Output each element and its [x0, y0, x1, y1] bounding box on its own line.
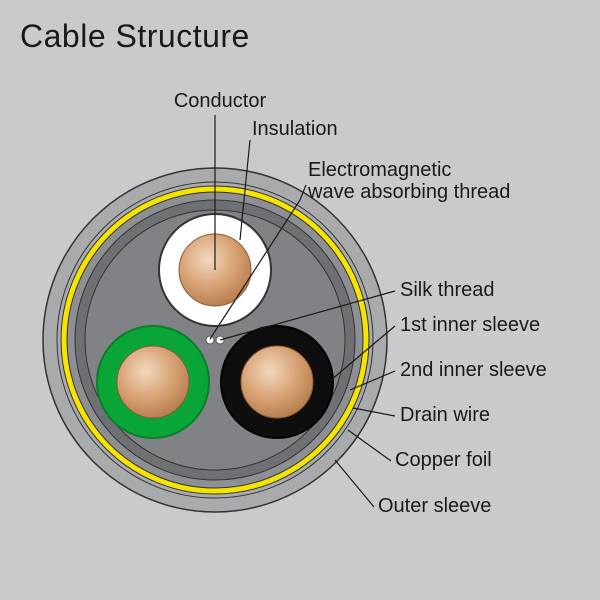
left-core-conductor — [117, 346, 189, 418]
label-conductor: Conductor — [174, 90, 267, 112]
leader-outer — [335, 460, 374, 507]
right-core-conductor — [241, 346, 313, 418]
label-outer: Outer sleeve — [378, 495, 491, 517]
em-thread — [206, 336, 214, 344]
label-em_thread_2: wave absorbing thread — [307, 181, 510, 203]
label-insulation: Insulation — [252, 118, 338, 140]
label-inner2: 2nd inner sleeve — [400, 359, 547, 381]
page-title: Cable Structure — [20, 18, 250, 55]
label-silk: Silk thread — [400, 279, 495, 301]
label-inner1: 1st inner sleeve — [400, 314, 540, 336]
label-copper: Copper foil — [395, 449, 492, 471]
label-em_thread_1: Electromagnetic — [308, 159, 451, 181]
cable-diagram: Conductor Insulation Electromagneticwave a… — [0, 0, 600, 600]
leader-copper — [348, 430, 391, 461]
label-drain: Drain wire — [400, 404, 490, 426]
